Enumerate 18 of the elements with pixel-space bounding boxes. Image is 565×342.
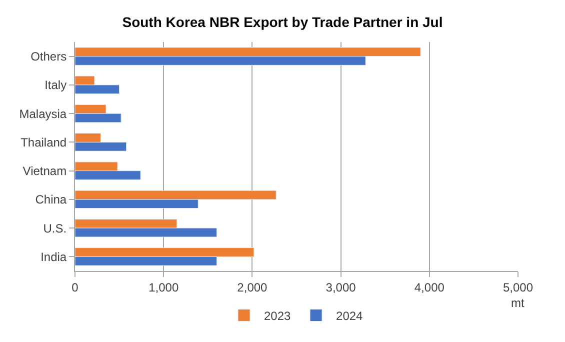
x-tick-label: 4,000 [414, 280, 445, 294]
x-tick-label: 3,000 [326, 280, 356, 294]
x-tick-label: 5,000 [502, 280, 534, 294]
y-tick-label: Vietnam [22, 164, 67, 178]
y-tick-label: Thailand [20, 135, 67, 150]
x-tick-label: 2,000 [237, 280, 268, 294]
x-tick-label: 0 [72, 280, 79, 294]
y-tick-label: U.S. [43, 221, 67, 236]
chart-title: South Korea NBR Export by Trade Partner in Jul [122, 14, 443, 30]
legend-label: 2024 [336, 308, 364, 323]
y-tick-label: China [35, 192, 67, 207]
legend-label: 2023 [264, 308, 292, 323]
x-axis-title: mt [511, 296, 525, 310]
y-tick-label: Italy [44, 78, 67, 92]
x-tick-label: 1,000 [148, 280, 179, 294]
y-tick-label: Malaysia [19, 106, 67, 121]
y-tick-label: Others [30, 50, 67, 64]
y-tick-label: India [40, 250, 67, 264]
